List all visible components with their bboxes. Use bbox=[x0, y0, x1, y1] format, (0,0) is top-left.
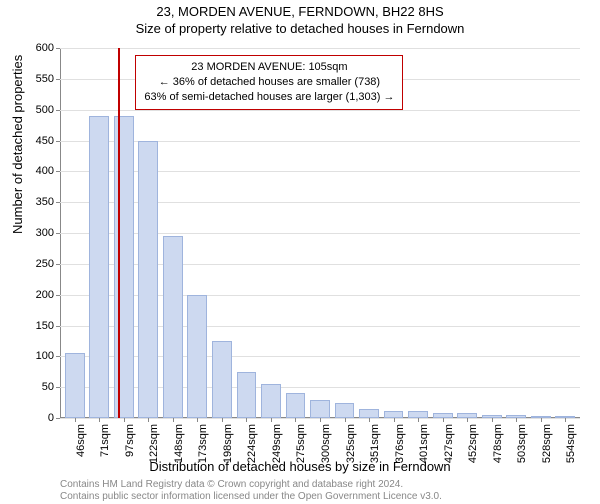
x-tick-mark bbox=[173, 418, 174, 422]
x-tick-mark bbox=[443, 418, 444, 422]
bar bbox=[335, 403, 355, 418]
y-axis-label: Number of detached properties bbox=[10, 55, 25, 234]
bar bbox=[261, 384, 281, 418]
y-tick-label: 0 bbox=[48, 412, 54, 424]
y-tick-label: 350 bbox=[36, 196, 54, 208]
x-tick-mark bbox=[394, 418, 395, 422]
bar bbox=[384, 411, 404, 418]
bar bbox=[65, 353, 85, 418]
x-tick-label: 173sqm bbox=[197, 424, 209, 463]
y-tick-label: 550 bbox=[36, 73, 54, 85]
x-tick-mark bbox=[565, 418, 566, 422]
x-tick-label: 503sqm bbox=[516, 424, 528, 463]
x-tick-mark bbox=[541, 418, 542, 422]
bar bbox=[408, 411, 428, 418]
x-tick-label: 554sqm bbox=[565, 424, 577, 463]
x-tick-mark bbox=[320, 418, 321, 422]
bar bbox=[310, 400, 330, 419]
y-tick-label: 400 bbox=[36, 165, 54, 177]
x-tick-label: 122sqm bbox=[148, 424, 160, 463]
x-tick-label: 427sqm bbox=[443, 424, 455, 463]
x-tick-label: 528sqm bbox=[541, 424, 553, 463]
x-tick-mark bbox=[124, 418, 125, 422]
footer-line-1: Contains HM Land Registry data © Crown c… bbox=[60, 479, 403, 490]
x-tick-label: 249sqm bbox=[271, 424, 283, 463]
x-tick-label: 275sqm bbox=[295, 424, 307, 463]
y-tick-mark bbox=[56, 356, 60, 357]
x-tick-label: 325sqm bbox=[345, 424, 357, 463]
x-tick-mark bbox=[148, 418, 149, 422]
page-title: 23, MORDEN AVENUE, FERNDOWN, BH22 8HS bbox=[0, 4, 600, 19]
x-tick-label: 300sqm bbox=[320, 424, 332, 463]
x-tick-mark bbox=[295, 418, 296, 422]
x-tick-mark bbox=[222, 418, 223, 422]
y-tick-label: 50 bbox=[42, 381, 54, 393]
annotation-line: 23 MORDEN AVENUE: 105sqm bbox=[144, 60, 394, 75]
x-tick-mark bbox=[99, 418, 100, 422]
x-tick-mark bbox=[197, 418, 198, 422]
bar bbox=[89, 116, 109, 418]
x-tick-label: 148sqm bbox=[173, 424, 185, 463]
y-tick-mark bbox=[56, 418, 60, 419]
y-tick-label: 600 bbox=[36, 42, 54, 54]
y-tick-label: 250 bbox=[36, 258, 54, 270]
footer-line-2: Contains public sector information licen… bbox=[60, 491, 442, 502]
y-tick-mark bbox=[56, 141, 60, 142]
bar bbox=[138, 141, 158, 419]
x-tick-label: 46sqm bbox=[75, 424, 87, 457]
x-tick-label: 452sqm bbox=[467, 424, 479, 463]
y-tick-mark bbox=[56, 171, 60, 172]
x-tick-label: 71sqm bbox=[99, 424, 111, 457]
y-tick-mark bbox=[56, 110, 60, 111]
chart: 05010015020025030035040045050055060046sq… bbox=[60, 48, 580, 418]
bar bbox=[359, 409, 379, 418]
gridline bbox=[60, 48, 580, 49]
x-tick-mark bbox=[369, 418, 370, 422]
y-tick-mark bbox=[56, 295, 60, 296]
x-tick-mark bbox=[492, 418, 493, 422]
x-tick-label: 97sqm bbox=[124, 424, 136, 457]
y-tick-label: 200 bbox=[36, 289, 54, 301]
x-tick-mark bbox=[75, 418, 76, 422]
bar bbox=[163, 236, 183, 418]
annotation-line: 63% of semi-detached houses are larger (… bbox=[144, 90, 394, 105]
y-tick-mark bbox=[56, 202, 60, 203]
x-tick-label: 198sqm bbox=[222, 424, 234, 463]
plot-area: 05010015020025030035040045050055060046sq… bbox=[60, 48, 580, 418]
x-tick-mark bbox=[418, 418, 419, 422]
x-tick-label: 376sqm bbox=[394, 424, 406, 463]
y-tick-label: 100 bbox=[36, 350, 54, 362]
annotation-line: ← 36% of detached houses are smaller (73… bbox=[144, 75, 394, 90]
bar bbox=[212, 341, 232, 418]
y-tick-label: 450 bbox=[36, 135, 54, 147]
y-tick-mark bbox=[56, 264, 60, 265]
y-tick-mark bbox=[56, 79, 60, 80]
y-tick-mark bbox=[56, 48, 60, 49]
y-tick-label: 150 bbox=[36, 320, 54, 332]
x-tick-label: 401sqm bbox=[418, 424, 430, 463]
bar bbox=[114, 116, 134, 418]
x-tick-label: 224sqm bbox=[246, 424, 258, 463]
annotation-box: 23 MORDEN AVENUE: 105sqm← 36% of detache… bbox=[135, 55, 403, 110]
y-tick-label: 300 bbox=[36, 227, 54, 239]
page-subtitle: Size of property relative to detached ho… bbox=[0, 21, 600, 36]
bar bbox=[187, 295, 207, 418]
bar bbox=[286, 393, 306, 418]
x-tick-mark bbox=[345, 418, 346, 422]
y-tick-mark bbox=[56, 387, 60, 388]
x-tick-mark bbox=[467, 418, 468, 422]
x-tick-mark bbox=[516, 418, 517, 422]
y-tick-mark bbox=[56, 233, 60, 234]
x-axis-label: Distribution of detached houses by size … bbox=[0, 459, 600, 474]
x-tick-mark bbox=[271, 418, 272, 422]
y-tick-label: 500 bbox=[36, 104, 54, 116]
x-tick-label: 351sqm bbox=[369, 424, 381, 463]
x-tick-mark bbox=[246, 418, 247, 422]
bar bbox=[237, 372, 257, 418]
marker-line bbox=[118, 48, 120, 418]
y-tick-mark bbox=[56, 326, 60, 327]
x-tick-label: 478sqm bbox=[492, 424, 504, 463]
